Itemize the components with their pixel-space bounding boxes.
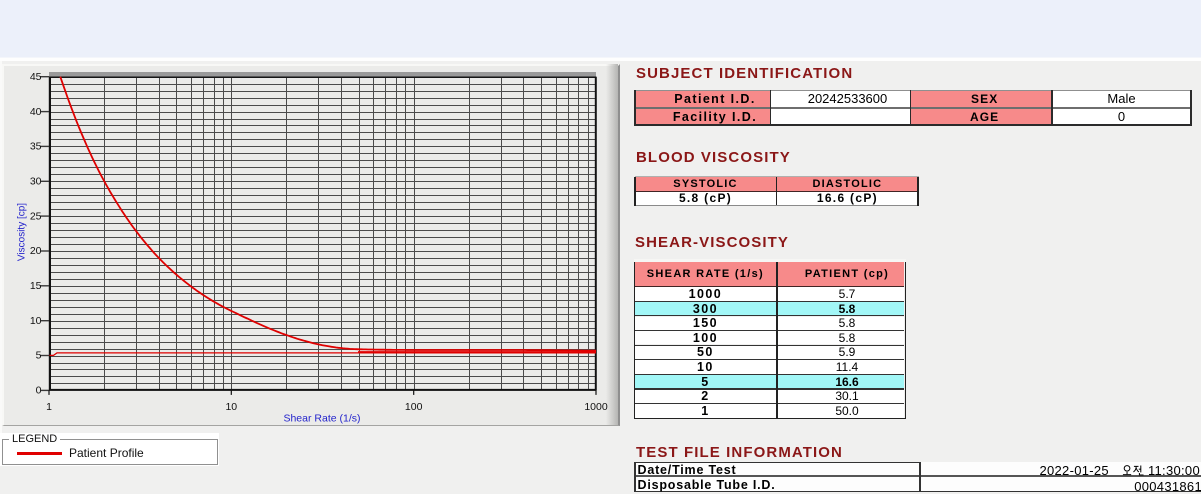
svg-text:45: 45 — [30, 71, 42, 83]
svg-text:100: 100 — [405, 401, 423, 413]
svg-text:Shear Rate (1/s): Shear Rate (1/s) — [283, 413, 360, 425]
svg-text:40: 40 — [30, 106, 42, 118]
svg-text:20: 20 — [30, 245, 42, 257]
svg-text:15: 15 — [30, 280, 42, 292]
svg-text:1000: 1000 — [584, 401, 608, 413]
svg-text:35: 35 — [30, 141, 42, 153]
svg-text:10: 10 — [30, 315, 42, 327]
svg-text:Viscosity [cp]: Viscosity [cp] — [17, 203, 28, 261]
svg-text:5: 5 — [36, 350, 42, 362]
svg-text:25: 25 — [30, 210, 42, 222]
svg-text:30: 30 — [30, 176, 42, 188]
svg-text:10: 10 — [225, 401, 237, 413]
svg-text:0: 0 — [36, 385, 42, 397]
svg-text:1: 1 — [46, 401, 52, 413]
